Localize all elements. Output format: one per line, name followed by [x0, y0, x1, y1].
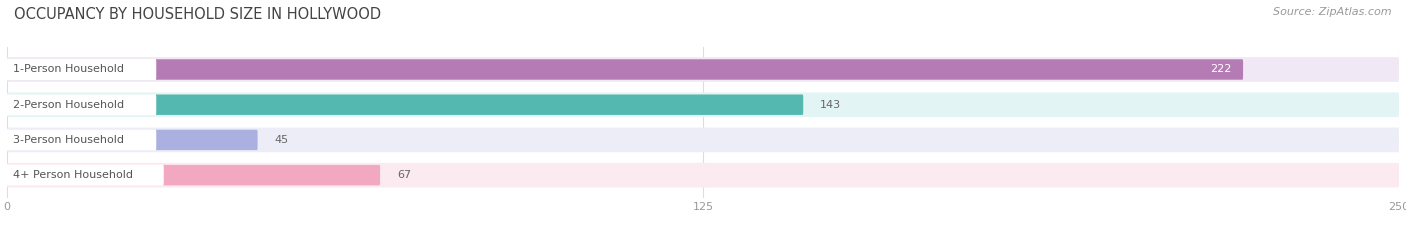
FancyBboxPatch shape: [7, 57, 1399, 82]
Text: Source: ZipAtlas.com: Source: ZipAtlas.com: [1274, 7, 1392, 17]
FancyBboxPatch shape: [7, 128, 1399, 152]
FancyBboxPatch shape: [4, 94, 156, 115]
Text: 2-Person Household: 2-Person Household: [13, 100, 124, 110]
Text: 143: 143: [820, 100, 841, 110]
Text: 4+ Person Household: 4+ Person Household: [13, 170, 132, 180]
FancyBboxPatch shape: [7, 59, 1243, 80]
FancyBboxPatch shape: [7, 163, 1399, 188]
FancyBboxPatch shape: [7, 93, 1399, 117]
FancyBboxPatch shape: [4, 59, 156, 80]
FancyBboxPatch shape: [4, 164, 163, 186]
Text: 1-Person Household: 1-Person Household: [13, 65, 124, 75]
FancyBboxPatch shape: [4, 129, 156, 151]
Text: 67: 67: [396, 170, 411, 180]
Text: 222: 222: [1211, 65, 1232, 75]
Text: 45: 45: [274, 135, 288, 145]
FancyBboxPatch shape: [7, 95, 803, 115]
Text: OCCUPANCY BY HOUSEHOLD SIZE IN HOLLYWOOD: OCCUPANCY BY HOUSEHOLD SIZE IN HOLLYWOOD: [14, 7, 381, 22]
FancyBboxPatch shape: [7, 130, 257, 150]
FancyBboxPatch shape: [7, 165, 380, 185]
Text: 3-Person Household: 3-Person Household: [13, 135, 124, 145]
